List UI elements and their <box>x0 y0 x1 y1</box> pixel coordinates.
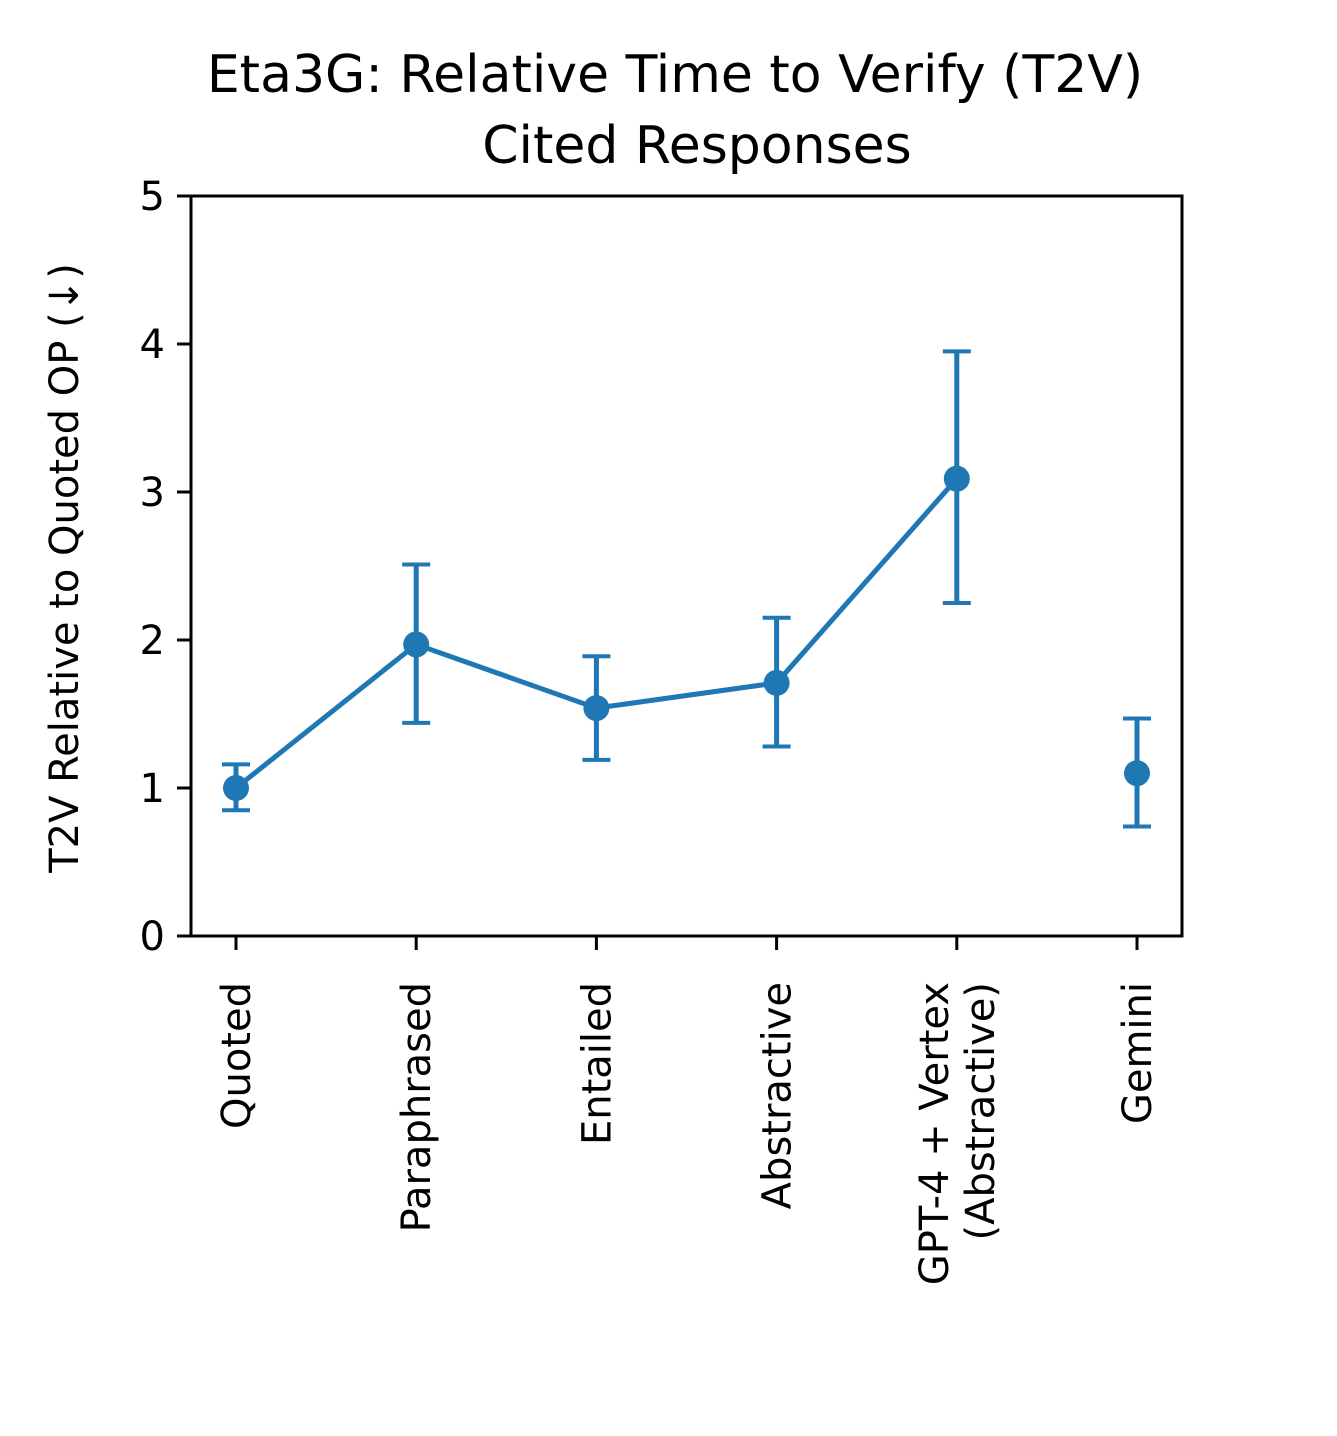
x-tick-label: GPT-4 + Vertex <box>912 982 958 1285</box>
chart-title: Eta3G: Relative Time to Verify (T2V) <box>207 45 1143 105</box>
y-tick-label: 0 <box>140 914 165 960</box>
data-point <box>943 465 970 492</box>
chart-subtitle: Cited Responses <box>482 116 912 176</box>
x-tick-label: (Abstractive) <box>958 982 1004 1241</box>
y-tick-label: 1 <box>140 766 165 812</box>
x-tick-label: Paraphrased <box>394 982 440 1232</box>
y-axis-label: T2V Relative to Quoted OP (↓) <box>42 263 88 874</box>
data-point <box>583 695 610 722</box>
data-marks <box>222 349 1151 829</box>
y-tick-label: 5 <box>140 174 165 220</box>
x-tick-label: Gemini <box>1115 982 1161 1124</box>
x-tick-label: Quoted <box>214 982 260 1129</box>
x-tick-label: Entailed <box>574 982 620 1145</box>
data-point <box>223 775 249 801</box>
plot-area-frame <box>189 194 1184 938</box>
x-tick-label: Abstractive <box>755 982 801 1209</box>
y-tick-label: 2 <box>140 618 165 664</box>
data-point <box>403 631 430 658</box>
y-tick-label: 3 <box>140 470 165 516</box>
data-point <box>1124 760 1150 787</box>
y-tick-label: 4 <box>140 322 165 368</box>
data-point <box>763 669 790 696</box>
tick-group: 0 1 2 3 4 5 Quoted Paraphrased Entailed Abstracti… <box>140 174 1161 1285</box>
